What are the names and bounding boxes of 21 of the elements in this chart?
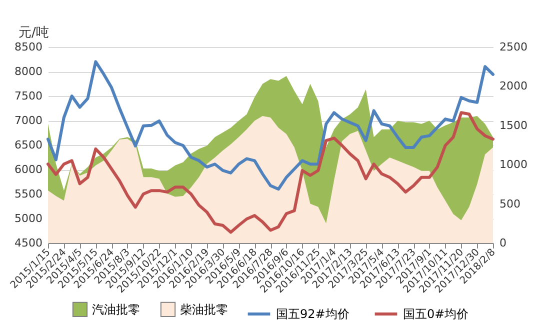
y-tick-label: 7000 (14, 114, 42, 127)
y-tick-label: 6000 (14, 163, 42, 176)
y-tick-label: 5000 (14, 212, 42, 225)
y-tick-label: 7500 (14, 90, 42, 102)
y-tick-label: 5500 (14, 188, 42, 200)
legend-label: 国五92#均价 (276, 307, 350, 321)
y2-tick-label: 500 (500, 197, 520, 210)
y-tick-label: 4500 (14, 236, 42, 250)
y-tick-label: 8000 (14, 65, 42, 78)
y-tick-label: 6500 (14, 138, 42, 152)
y2-tick-label: 1000 (500, 158, 528, 172)
y2-tick-label: 0 (500, 236, 506, 250)
legend-label: 柴油批零 (180, 302, 228, 316)
y2-tick-label: 2000 (500, 80, 528, 93)
y2-tick-label: 1500 (500, 118, 528, 132)
line-series (46, 60, 494, 191)
y-tick-label: 8500 (14, 40, 42, 54)
legend-label: 汽油批零 (92, 302, 140, 316)
y-axis-title: 元/吨 (18, 26, 49, 40)
y2-tick-label: 2500 (500, 40, 528, 54)
legend-label: 国五0#均价 (403, 307, 469, 321)
